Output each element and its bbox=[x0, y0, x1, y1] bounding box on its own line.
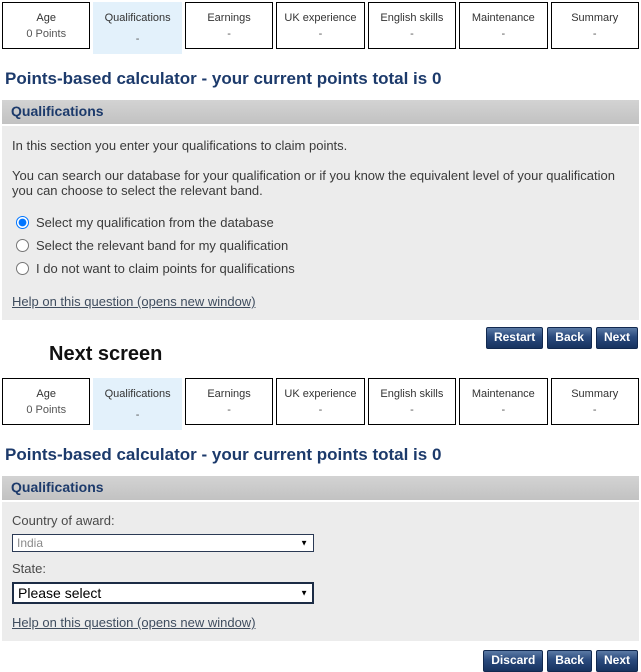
tab-label: English skills bbox=[380, 388, 444, 400]
page-title: Points-based calculator - your current p… bbox=[5, 69, 442, 88]
tab-maintenance[interactable]: Maintenance - bbox=[459, 2, 548, 49]
tab-points: - bbox=[410, 404, 414, 416]
tab-summary[interactable]: Summary - bbox=[550, 2, 639, 49]
tab-uk-experience[interactable]: UK experience - bbox=[276, 378, 365, 425]
back-button[interactable]: Back bbox=[547, 650, 592, 672]
help-link[interactable]: Help on this question (opens new window) bbox=[12, 294, 256, 309]
radio-label[interactable]: Select the relevant band for my qualific… bbox=[36, 238, 289, 253]
tab-summary[interactable]: Summary - bbox=[550, 378, 639, 425]
next-button[interactable]: Next bbox=[595, 327, 638, 349]
state-select-wrap: Please select ▼ bbox=[12, 582, 314, 604]
tab-points: 0 Points bbox=[26, 28, 67, 40]
discard-button[interactable]: Discard bbox=[483, 650, 544, 672]
progress-tabbar: Age 0 Points Qualifications - Earnings -… bbox=[2, 2, 639, 54]
tab-maintenance[interactable]: Maintenance - bbox=[459, 378, 548, 425]
tab-earnings[interactable]: Earnings - bbox=[184, 2, 274, 49]
tab-label: Summary bbox=[571, 388, 619, 400]
qualifications-panel: Country of award: India ▼ State: Please … bbox=[2, 502, 639, 641]
tab-label: Summary bbox=[571, 12, 619, 24]
tab-points: - bbox=[135, 33, 140, 45]
tab-points: 0 Points bbox=[26, 404, 67, 416]
section-header-qualifications: Qualifications bbox=[2, 100, 639, 124]
button-row-screen1: Restart Back Next bbox=[2, 327, 638, 349]
radio-option-band[interactable]: Select the relevant band for my qualific… bbox=[16, 238, 629, 253]
tab-uk-experience[interactable]: UK experience - bbox=[276, 2, 365, 49]
tab-qualifications[interactable]: Qualifications - bbox=[93, 2, 182, 54]
tab-points: - bbox=[135, 409, 140, 421]
country-select[interactable]: India bbox=[12, 534, 314, 552]
tab-label: Qualifications bbox=[104, 12, 171, 24]
country-select-wrap: India ▼ bbox=[12, 534, 314, 552]
tab-english-skills[interactable]: English skills - bbox=[367, 378, 457, 425]
tab-label: Age bbox=[36, 388, 56, 400]
tab-points: - bbox=[227, 28, 231, 40]
tab-label: Earnings bbox=[207, 12, 251, 24]
tab-points: - bbox=[592, 404, 597, 416]
radio-label[interactable]: Select my qualification from the databas… bbox=[36, 215, 274, 230]
tab-points: - bbox=[592, 28, 597, 40]
tab-points: - bbox=[501, 404, 506, 416]
tab-label: Qualifications bbox=[104, 388, 171, 400]
button-row-screen2: Discard Back Next bbox=[2, 650, 638, 672]
radio-database[interactable] bbox=[16, 216, 29, 229]
radio-no-points[interactable] bbox=[16, 262, 29, 275]
intro-text-2: You can search our database for your qua… bbox=[12, 168, 615, 198]
tab-english-skills[interactable]: English skills - bbox=[367, 2, 457, 49]
restart-button[interactable]: Restart bbox=[485, 327, 544, 349]
tab-label: UK experience bbox=[284, 388, 357, 400]
tab-label: Maintenance bbox=[471, 12, 535, 24]
radio-option-no-points[interactable]: I do not want to claim points for qualif… bbox=[16, 261, 629, 276]
radio-option-database[interactable]: Select my qualification from the databas… bbox=[16, 215, 629, 230]
tab-age[interactable]: Age 0 Points bbox=[2, 2, 91, 49]
back-button[interactable]: Back bbox=[547, 327, 592, 349]
tab-qualifications[interactable]: Qualifications - bbox=[93, 378, 182, 430]
state-select[interactable]: Please select bbox=[12, 582, 314, 604]
radio-band[interactable] bbox=[16, 239, 29, 252]
intro-text-1: In this section you enter your qualifica… bbox=[12, 138, 348, 153]
radio-label[interactable]: I do not want to claim points for qualif… bbox=[36, 261, 295, 276]
section-header-qualifications: Qualifications bbox=[2, 476, 639, 500]
tab-label: Earnings bbox=[207, 388, 251, 400]
tab-earnings[interactable]: Earnings - bbox=[184, 378, 274, 425]
page-title: Points-based calculator - your current p… bbox=[5, 445, 442, 464]
tab-label: Age bbox=[36, 12, 56, 24]
country-of-award-label: Country of award: bbox=[12, 513, 115, 528]
tab-points: - bbox=[318, 404, 323, 416]
tab-age[interactable]: Age 0 Points bbox=[2, 378, 91, 425]
tab-label: English skills bbox=[380, 12, 444, 24]
qualifications-panel: In this section you enter your qualifica… bbox=[2, 126, 639, 320]
state-label: State: bbox=[12, 561, 46, 576]
progress-tabbar: Age 0 Points Qualifications - Earnings -… bbox=[2, 378, 639, 430]
tab-points: - bbox=[410, 28, 414, 40]
tab-points: - bbox=[318, 28, 323, 40]
tab-label: Maintenance bbox=[471, 388, 535, 400]
next-button[interactable]: Next bbox=[595, 650, 638, 672]
next-screen-label: Next screen bbox=[49, 343, 163, 365]
tab-points: - bbox=[227, 404, 231, 416]
tab-label: UK experience bbox=[284, 12, 357, 24]
tab-points: - bbox=[501, 28, 506, 40]
help-link[interactable]: Help on this question (opens new window) bbox=[12, 615, 256, 630]
